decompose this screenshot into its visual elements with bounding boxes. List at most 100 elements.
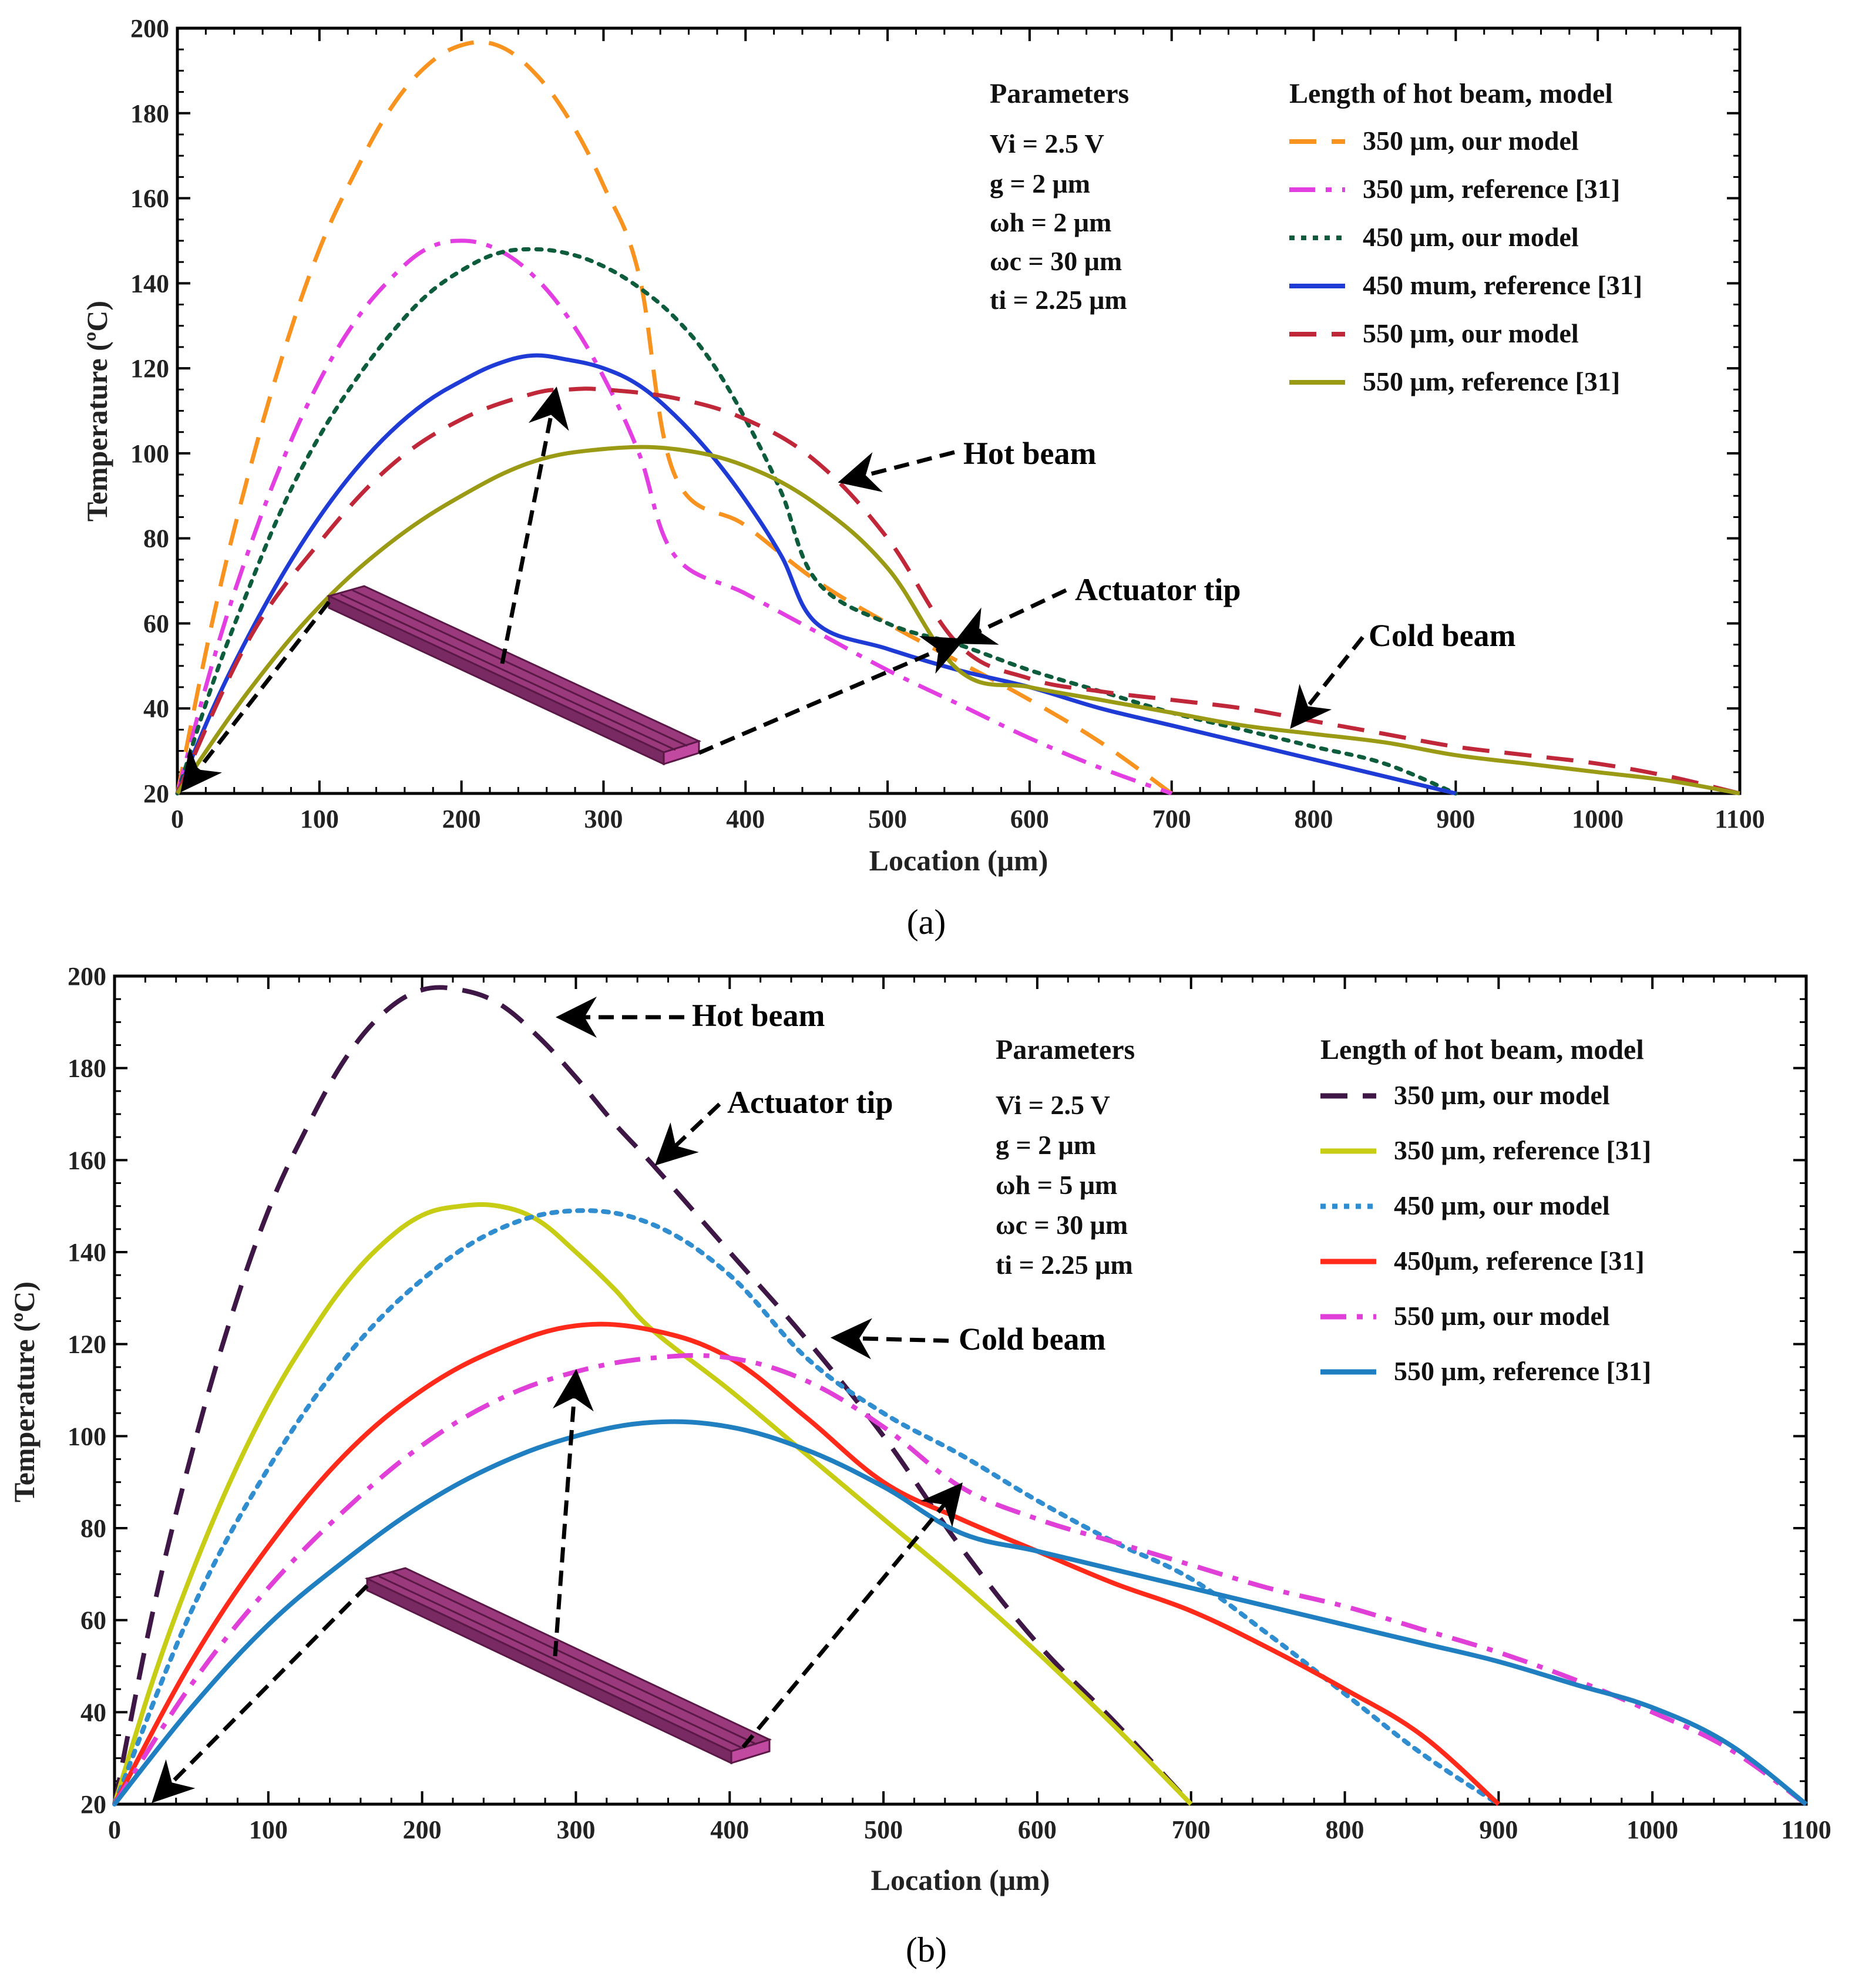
y-tick-label: 200	[130, 14, 169, 43]
x-tick-label: 700	[1152, 805, 1191, 833]
panel-a-cold-beam-arrow	[1290, 635, 1364, 729]
x-tick-label: 900	[1479, 1815, 1518, 1844]
panel-a-actuator-illustration	[180, 386, 965, 793]
y-tick-label: 40	[80, 1698, 106, 1727]
y-tick-label: 160	[130, 184, 169, 213]
x-tick-label: 500	[864, 1815, 903, 1844]
legend-label-4: 450 mum, reference [31]	[1363, 270, 1642, 300]
panel-a-label: (a)	[907, 903, 946, 941]
series-line-4	[112, 1321, 1501, 1806]
y-tick-label: 200	[68, 962, 106, 991]
panel-b-legend-title: Length of hot beam, model	[1320, 1034, 1644, 1065]
panel-a-annot-hot-beam: Hot beam	[963, 436, 1096, 471]
x-tick-label: 1000	[1626, 1815, 1678, 1844]
panel-b-annot-actuator-tip: Actuator tip	[727, 1085, 893, 1120]
legend-label-3: 450 μm, our model	[1363, 222, 1579, 252]
x-tick-label: 400	[726, 805, 765, 833]
panel-a-legend: Length of hot beam, model 350 μm, our mo…	[1289, 78, 1642, 396]
panel-a-parameters-title: Parameters	[990, 78, 1129, 109]
panel-b-param-1: Vi = 2.5 V	[996, 1090, 1110, 1120]
panel-b-label: (b)	[906, 1930, 947, 1969]
legend-label-1: 350 μm, our model	[1394, 1080, 1610, 1110]
y-tick-label: 60	[80, 1606, 106, 1635]
x-tick-label: 700	[1172, 1815, 1211, 1844]
panel-b-param-2: g = 2 μm	[996, 1130, 1096, 1160]
series-line-3	[112, 1208, 1501, 1807]
panel-b-annot-cold-beam: Cold beam	[959, 1321, 1106, 1357]
legend-label-2: 350 μm, reference [31]	[1394, 1135, 1651, 1165]
panel-a-annot-actuator-tip: Actuator tip	[1075, 572, 1241, 607]
panel-b-annot-hot-beam: Hot beam	[692, 998, 825, 1033]
series-line-2	[175, 238, 1172, 796]
y-tick-label: 120	[130, 354, 169, 383]
panel-a-annot-cold-beam: Cold beam	[1369, 618, 1516, 653]
x-tick-label: 900	[1436, 805, 1475, 833]
legend-label-2: 350 μm, reference [31]	[1363, 174, 1620, 204]
panel-b-param-5: ti = 2.25 μm	[996, 1250, 1133, 1280]
series-line-2	[112, 1202, 1193, 1806]
x-tick-label: 0	[108, 1815, 121, 1844]
panel-b-ticks: 0 100 200 300 400 500 600 700 800 900 1000 1100 20 40…	[68, 962, 1831, 1844]
panel-a-annotations: Hot beam Actuator tip Cold beam	[838, 436, 1516, 729]
y-tick-label: 180	[130, 99, 169, 128]
legend-label-3: 450 μm, our model	[1394, 1190, 1610, 1220]
y-tick-label: 180	[68, 1054, 106, 1083]
y-tick-label: 140	[130, 269, 169, 298]
x-tick-label: 200	[442, 805, 481, 833]
panel-b-chart: 0 100 200 300 400 500 600 700 800 900 1000 1100 20 40…	[8, 962, 1831, 1969]
x-tick-label: 1000	[1572, 805, 1624, 833]
series-line-5	[112, 1353, 1808, 1807]
panel-b-actuator-tip-arrow	[654, 1102, 721, 1166]
legend-label-1: 350 μm, our model	[1363, 126, 1579, 156]
panel-a-hot-beam-arrow	[838, 450, 955, 492]
legend-label-6: 550 μm, reference [31]	[1363, 366, 1620, 396]
x-tick-label: 500	[868, 805, 907, 833]
panel-a-param-4: ωc = 30 μm	[990, 246, 1122, 276]
legend-label-4: 450μm, reference [31]	[1394, 1246, 1645, 1276]
x-tick-label: 300	[584, 805, 623, 833]
x-tick-label: 100	[300, 805, 339, 833]
panel-a-param-3: ωh = 2 μm	[990, 207, 1111, 237]
x-tick-label: 800	[1326, 1815, 1364, 1844]
y-tick-label: 100	[130, 439, 169, 468]
x-tick-label: 600	[1018, 1815, 1057, 1844]
panel-a-parameters: Parameters Vi = 2.5 V g = 2 μm ωh = 2 μm…	[990, 78, 1129, 315]
x-tick-label: 400	[710, 1815, 749, 1844]
panel-a-param-2: g = 2 μm	[990, 169, 1090, 199]
y-tick-label: 140	[68, 1238, 106, 1267]
panel-a-actuator-tip-arrow	[953, 588, 1067, 645]
series-line-1	[175, 40, 1173, 795]
panel-b-annotations: Hot beam Actuator tip Cold beam	[556, 997, 1106, 1360]
y-tick-label: 60	[143, 609, 169, 638]
panel-b-parameters: Parameters Vi = 2.5 V g = 2 μm ωh = 5 μm…	[996, 1034, 1135, 1280]
x-tick-label: 200	[403, 1815, 442, 1844]
x-tick-label: 0	[171, 805, 184, 833]
panel-a-ticks: 0 100 200 300 400 500 600 700 800 900 1000 1100 20 40…	[130, 14, 1765, 833]
panel-b-plot-frame	[113, 974, 1808, 1806]
panel-a-chart: 0 100 200 300 400 500 600 700 800 900 1000 1100 20 40…	[80, 14, 1765, 941]
y-tick-label: 80	[80, 1514, 106, 1543]
x-tick-label: 300	[556, 1815, 595, 1844]
y-tick-label: 40	[143, 694, 169, 723]
panel-b-parameters-title: Parameters	[996, 1034, 1135, 1065]
legend-label-5: 550 μm, our model	[1394, 1301, 1610, 1331]
panel-b-x-axis-title: Location (μm)	[871, 1863, 1050, 1896]
y-tick-label: 80	[143, 524, 169, 553]
legend-label-6: 550 μm, reference [31]	[1394, 1356, 1651, 1386]
series-line-4	[175, 353, 1457, 796]
panel-a-param-5: ti = 2.25 μm	[990, 285, 1127, 315]
panel-b-cold-beam-arrow	[831, 1318, 949, 1360]
y-tick-label: 160	[68, 1146, 106, 1175]
y-tick-label: 20	[80, 1790, 106, 1819]
legend-label-5: 550 μm, our model	[1363, 318, 1579, 348]
panel-b-param-3: ωh = 5 μm	[996, 1170, 1117, 1200]
x-tick-label: 1100	[1715, 805, 1765, 833]
panel-a-y-axis-title: Temperature (ºC)	[80, 301, 113, 522]
panel-a-x-axis-title: Location (μm)	[869, 844, 1048, 877]
panel-b-y-axis-title: Temperature (ºC)	[8, 1281, 41, 1502]
panel-b-actuator-illustration	[152, 1369, 963, 1803]
y-tick-label: 120	[68, 1330, 106, 1359]
panel-a-param-1: Vi = 2.5 V	[990, 129, 1104, 159]
x-tick-label: 800	[1295, 805, 1333, 833]
